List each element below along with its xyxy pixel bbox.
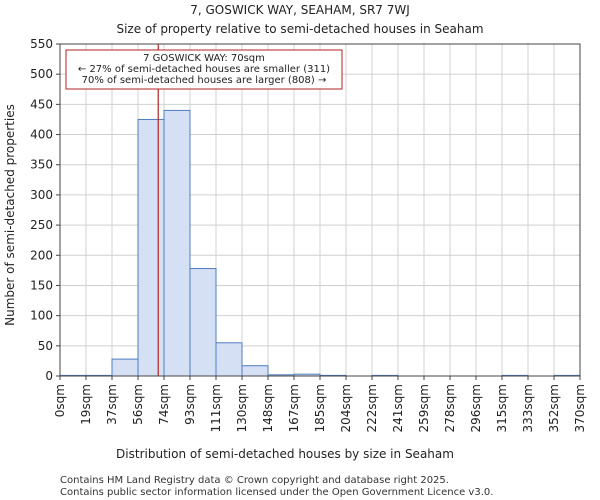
annotation-box	[65, 49, 343, 90]
x-tick-label: 130sqm	[235, 384, 249, 432]
x-tick-label: 315sqm	[495, 384, 509, 432]
y-tick-label: 50	[38, 339, 53, 353]
x-tick-label: 74sqm	[157, 384, 171, 425]
bar	[241, 365, 269, 377]
x-tick-label: 0sqm	[53, 384, 67, 417]
x-tick-label: 148sqm	[261, 384, 275, 432]
x-tick-label: 333sqm	[521, 384, 535, 432]
y-tick-label: 250	[30, 218, 53, 232]
annotation-line: 70% of semi-detached houses are larger (…	[82, 75, 327, 86]
x-axis: 0sqm 19sqm 37sqm 56sqm 74sqm 93sqm 111sqm 130sq…	[53, 376, 587, 432]
property-marker: 7 GOSWICK WAY: 70sqm← 27% of semi-detach…	[65, 44, 343, 376]
y-tick-label: 350	[30, 158, 53, 172]
bar	[189, 268, 217, 377]
y-tick-label: 200	[30, 248, 53, 262]
bar	[215, 342, 243, 377]
bar	[137, 118, 165, 377]
y-tick-label: 550	[30, 37, 53, 51]
y-axis-label: Number of semi-detached properties	[3, 104, 17, 326]
x-tick-label: 296sqm	[469, 384, 483, 432]
footer-line-2: Contains public sector information licen…	[60, 487, 493, 498]
x-axis-label: Distribution of semi-detached houses by …	[116, 447, 454, 461]
y-tick-label: 400	[30, 128, 53, 142]
x-tick-label: 19sqm	[79, 384, 93, 425]
x-tick-label: 278sqm	[443, 384, 457, 432]
x-tick-label: 93sqm	[183, 384, 197, 425]
chart-title: 7, GOSWICK WAY, SEAHAM, SR7 7WJ	[190, 3, 410, 17]
y-tick-label: 150	[30, 278, 53, 292]
x-tick-label: 259sqm	[417, 384, 431, 432]
footer-line-1: Contains HM Land Registry data © Crown c…	[60, 475, 449, 486]
y-tick-label: 500	[30, 67, 53, 81]
x-tick-label: 167sqm	[287, 384, 301, 432]
y-tick-label: 450	[30, 97, 53, 111]
annotation-line: 7 GOSWICK WAY: 70sqm	[143, 53, 265, 64]
x-tick-label: 185sqm	[313, 384, 327, 432]
bar	[163, 109, 191, 377]
y-axis: 0 50 100 150 200 250 300 350 400 450 500 550	[30, 37, 60, 383]
annotation-line: ← 27% of semi-detached houses are smalle…	[78, 64, 330, 75]
x-tick-label: 37sqm	[105, 384, 119, 425]
bar	[111, 358, 139, 377]
x-tick-label: 370sqm	[573, 384, 587, 432]
x-tick-label: 56sqm	[131, 384, 145, 425]
y-tick-label: 100	[30, 309, 53, 323]
y-tick-label: 300	[30, 188, 53, 202]
x-tick-label: 222sqm	[365, 384, 379, 432]
y-tick-label: 0	[45, 369, 53, 383]
plot-frame	[59, 43, 581, 377]
x-tick-label: 241sqm	[391, 384, 405, 432]
x-tick-label: 204sqm	[339, 384, 353, 432]
x-tick-label: 352sqm	[547, 384, 561, 432]
bars	[59, 109, 581, 377]
chart-subtitle: Size of property relative to semi-detach…	[116, 22, 483, 36]
x-tick-label: 111sqm	[209, 384, 223, 432]
